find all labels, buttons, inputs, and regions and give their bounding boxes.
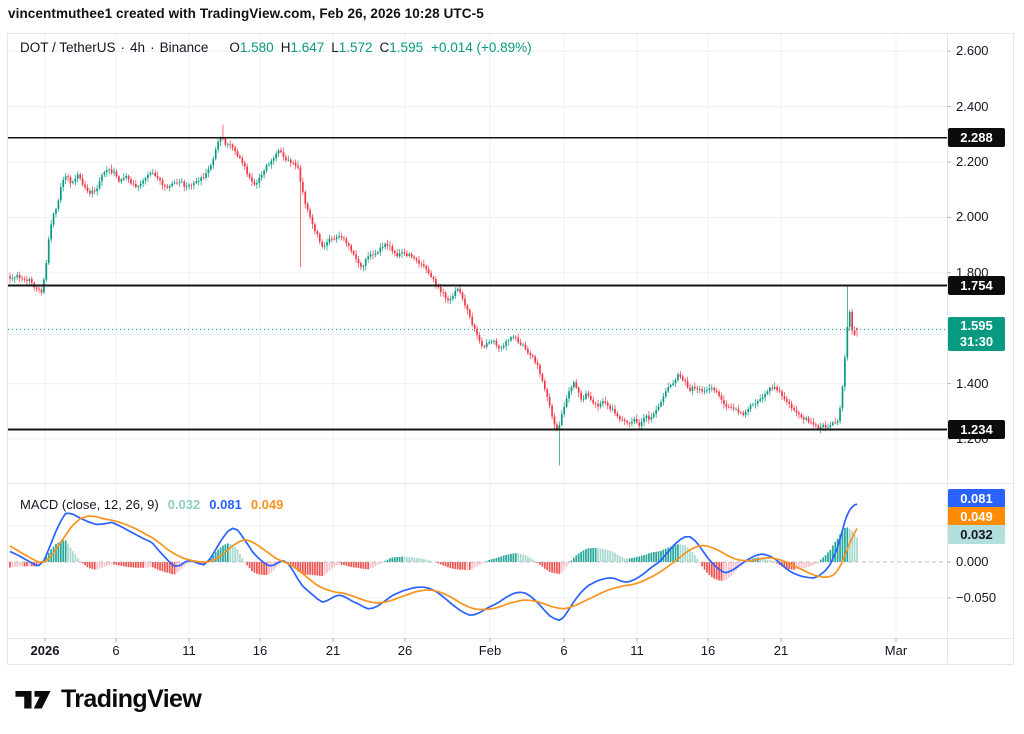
macd-legend-value: 0.081 (209, 497, 242, 512)
time-axis-label: 6 (560, 643, 568, 658)
exchange-label: Binance (159, 40, 209, 55)
level-price-badge: 1.754 (948, 276, 1005, 296)
time-axis-label: Feb (478, 643, 502, 658)
ohlc-key: L (331, 40, 339, 55)
macd-legend[interactable]: MACD (close, 12, 26, 9) 0.032 0.081 0.049 (20, 497, 283, 512)
ohlc-value: 1.595 (389, 40, 424, 55)
price-axis-label: 2.200 (956, 154, 989, 169)
time-axis-label: 11 (630, 643, 644, 658)
macd-values: 0.032 0.081 0.049 (159, 497, 284, 512)
time-axis-label: 11 (182, 643, 196, 658)
horizontal-level-lines[interactable] (8, 136, 947, 431)
price-axis-label: 2.600 (956, 43, 989, 59)
level-price-badge: 2.288 (948, 128, 1005, 148)
macd-value-badge: 0.081 (948, 489, 1005, 508)
price-axis-label: 2.000 (956, 209, 989, 225)
time-axis-label: 21 (325, 643, 341, 658)
ohlc-key: C (379, 40, 390, 55)
time-axis-label: 21 (773, 643, 789, 658)
candles (9, 124, 858, 466)
time-axis-label: 26 (397, 643, 413, 658)
ohlc-key: O (229, 40, 240, 55)
macd-legend-value: 0.049 (250, 497, 284, 512)
signal-line (9, 515, 858, 611)
tradingview-logo-text: TradingView (61, 684, 202, 713)
time-axis-label: Mar (884, 643, 908, 658)
level-price-badge: 1.234 (948, 420, 1005, 440)
tradingview-logo[interactable]: TradingView (14, 683, 202, 715)
price-axis-label: 1.400 (956, 375, 989, 391)
time-axis-label: 6 (112, 643, 120, 658)
tradingview-logo-icon (15, 690, 51, 709)
bar-countdown: 31:30 (959, 333, 994, 349)
ohlc-value: 1.647 (290, 40, 325, 55)
ohlc-value: 1.580 (239, 40, 274, 55)
macd-axis-label: 0.000 (956, 554, 989, 569)
time-axis-label: 16 (700, 643, 716, 658)
macd-axis-label: −0.050 (956, 590, 997, 605)
macd-legend-value: 0.032 (167, 497, 201, 512)
price-axis-label: 2.400 (956, 98, 989, 114)
change-value: +0.014 (+0.89%) (431, 40, 532, 55)
ohlc-values: O1.580 H1.647 L1.572 C1.595 (222, 40, 423, 55)
macd-value-badge: 0.049 (948, 507, 1005, 526)
grid (8, 34, 946, 637)
legend-separator-1: · (120, 40, 126, 55)
current-price-badge: 1.595 31:30 (948, 316, 1005, 351)
symbol-title[interactable]: DOT / TetherUS (20, 40, 116, 55)
time-axis-label: 16 (252, 643, 268, 658)
ohlc-key: H (280, 40, 291, 55)
pane-borders (7, 33, 1014, 665)
macd-title: MACD (close, 12, 26, 9) (20, 497, 159, 512)
macd-value-badge: 0.032 (948, 525, 1005, 544)
interval-label[interactable]: 4h (130, 40, 146, 55)
symbol-legend[interactable]: DOT / TetherUS · 4h · Binance O1.580 H1.647 L1.… (20, 40, 532, 55)
ohlc-value: 1.572 (338, 40, 373, 55)
time-axis-label: 2026 (30, 643, 60, 658)
current-price-value: 1.595 (960, 317, 993, 333)
legend-separator-2: · (150, 40, 155, 55)
macd-histogram (9, 527, 858, 581)
attribution-text: vincentmuthee1 created with TradingView.… (8, 6, 484, 21)
